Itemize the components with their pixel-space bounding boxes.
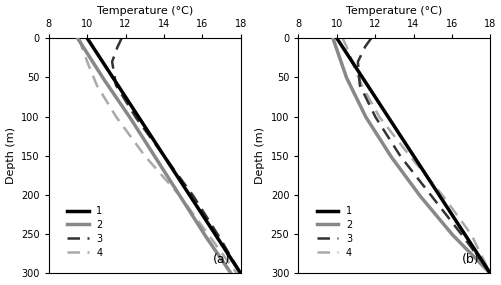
Y-axis label: Depth (m): Depth (m)	[255, 127, 265, 184]
Legend: 1, 2, 3, 4: 1, 2, 3, 4	[63, 202, 106, 262]
Text: (a): (a)	[212, 253, 230, 266]
X-axis label: Temperature (°C): Temperature (°C)	[96, 5, 192, 16]
Text: (b): (b)	[461, 253, 479, 266]
Legend: 1, 2, 3, 4: 1, 2, 3, 4	[312, 202, 355, 262]
X-axis label: Temperature (°C): Temperature (°C)	[346, 5, 441, 16]
Y-axis label: Depth (m): Depth (m)	[6, 127, 16, 184]
